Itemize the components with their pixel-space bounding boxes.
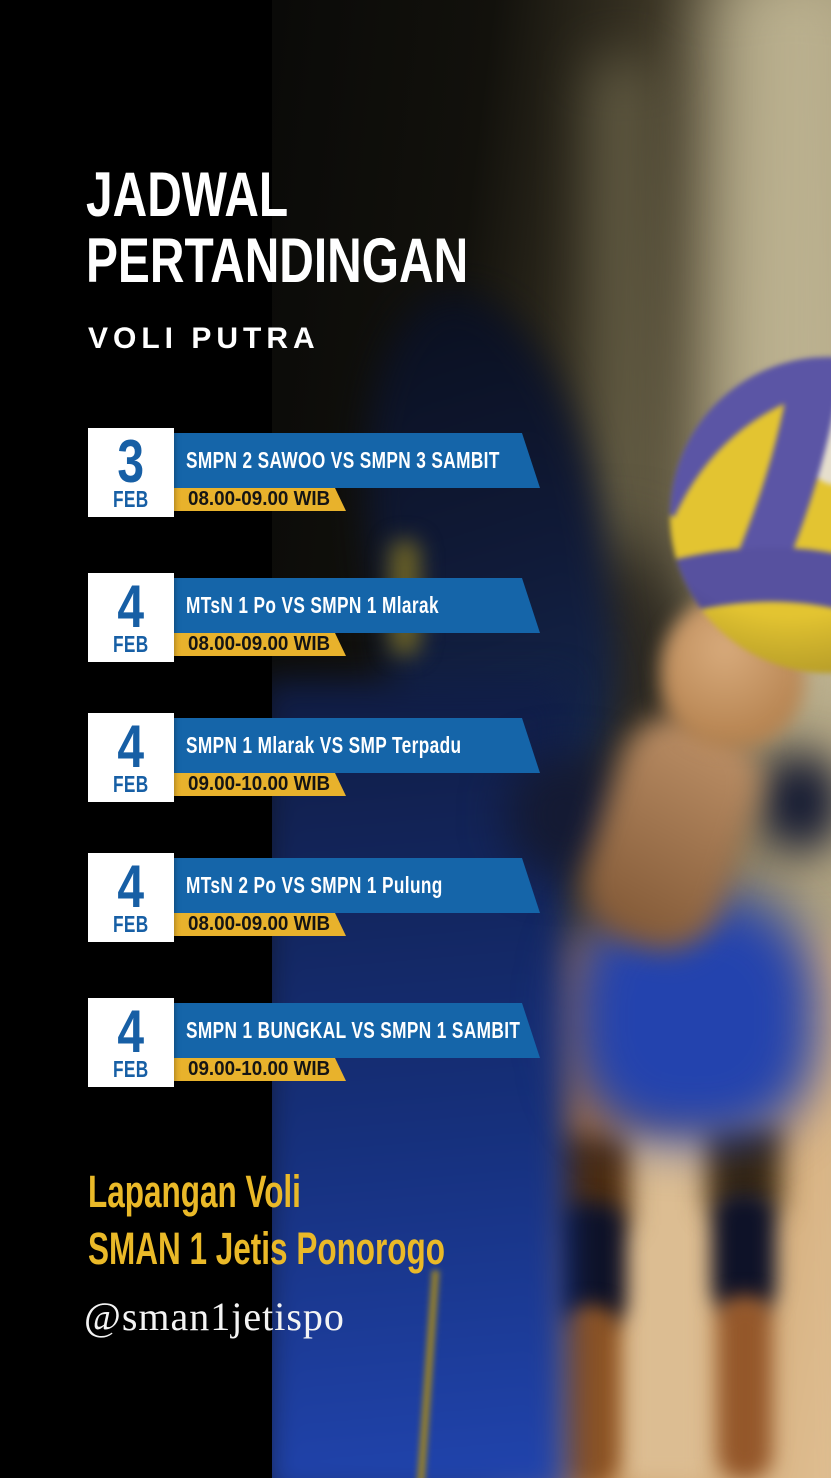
match-opponents: SMPN 2 SAWOO VS SMPN 3 SAMBIT [186,447,500,473]
page-title: JADWAL PERTANDINGAN [86,162,468,294]
match-opponents: SMPN 1 BUNGKAL VS SMPN 1 SAMBIT [186,1017,521,1043]
match-title-banner: MTsN 2 Po VS SMPN 1 Pulung [158,858,540,913]
match-row: SMPN 1 Mlarak VS SMP Terpadu 09.00-10.00… [88,712,558,804]
background-photo [272,0,831,1478]
match-time: 08.00-09.00 WIB [188,488,331,510]
match-row: MTsN 1 Po VS SMPN 1 Mlarak 08.00-09.00 W… [88,572,558,664]
social-handle: @sman1jetispo [84,1294,345,1339]
match-time: 09.00-10.00 WIB [188,773,331,795]
date-month: FEB [113,485,149,512]
date-box: 4 FEB [88,853,174,942]
photo-right-leg [718,1295,772,1478]
date-month: FEB [113,630,149,657]
photo-floor-gap [617,1130,717,1478]
date-day: 4 [117,997,145,1065]
photo-wall-shadow [592,60,652,620]
match-time-banner: 09.00-10.00 WIB [158,1058,346,1081]
date-day: 3 [117,427,145,495]
title-line-2: PERTANDINGAN [86,226,469,296]
match-title-banner: SMPN 2 SAWOO VS SMPN 3 SAMBIT [158,433,540,488]
title-line-1: JADWAL [86,160,289,230]
match-row: SMPN 2 SAWOO VS SMPN 3 SAMBIT 08.00-09.0… [88,427,558,519]
date-box: 3 FEB [88,428,174,517]
date-month: FEB [113,910,149,937]
subtitle: VOLI PUTRA [88,322,320,355]
match-time: 08.00-09.00 WIB [188,913,331,935]
venue-text: Lapangan Voli SMAN 1 Jetis Ponorogo [88,1163,445,1277]
match-time: 08.00-09.00 WIB [188,633,331,655]
photo-shadow-right [760,755,831,850]
date-day: 4 [117,712,145,780]
venue-line-2: SMAN 1 Jetis Ponorogo [88,1223,446,1274]
match-time-banner: 08.00-09.00 WIB [158,633,346,656]
match-title-banner: SMPN 1 Mlarak VS SMP Terpadu [158,718,540,773]
match-opponents: SMPN 1 Mlarak VS SMP Terpadu [186,732,462,758]
date-box: 4 FEB [88,998,174,1087]
date-day: 4 [117,852,145,920]
match-opponents: MTsN 2 Po VS SMPN 1 Pulung [186,872,443,898]
match-row: SMPN 1 BUNGKAL VS SMPN 1 SAMBIT 09.00-10… [88,997,558,1089]
venue-line-1: Lapangan Voli [88,1166,301,1217]
volleyball-image [668,355,831,675]
date-month: FEB [113,770,149,797]
match-row: MTsN 2 Po VS SMPN 1 Pulung 08.00-09.00 W… [88,852,558,944]
photo-left-leg [562,1305,618,1478]
match-time-banner: 08.00-09.00 WIB [158,488,346,511]
date-month: FEB [113,1055,149,1082]
date-box: 4 FEB [88,713,174,802]
match-time-banner: 09.00-10.00 WIB [158,773,346,796]
match-time-banner: 08.00-09.00 WIB [158,913,346,936]
date-day: 4 [117,572,145,640]
photo-right-kneepad [712,1192,776,1314]
match-time: 09.00-10.00 WIB [188,1058,331,1080]
date-box: 4 FEB [88,573,174,662]
match-opponents: MTsN 1 Po VS SMPN 1 Mlarak [186,592,439,618]
match-title-banner: MTsN 1 Po VS SMPN 1 Mlarak [158,578,540,633]
match-title-banner: SMPN 1 BUNGKAL VS SMPN 1 SAMBIT [158,1003,540,1058]
